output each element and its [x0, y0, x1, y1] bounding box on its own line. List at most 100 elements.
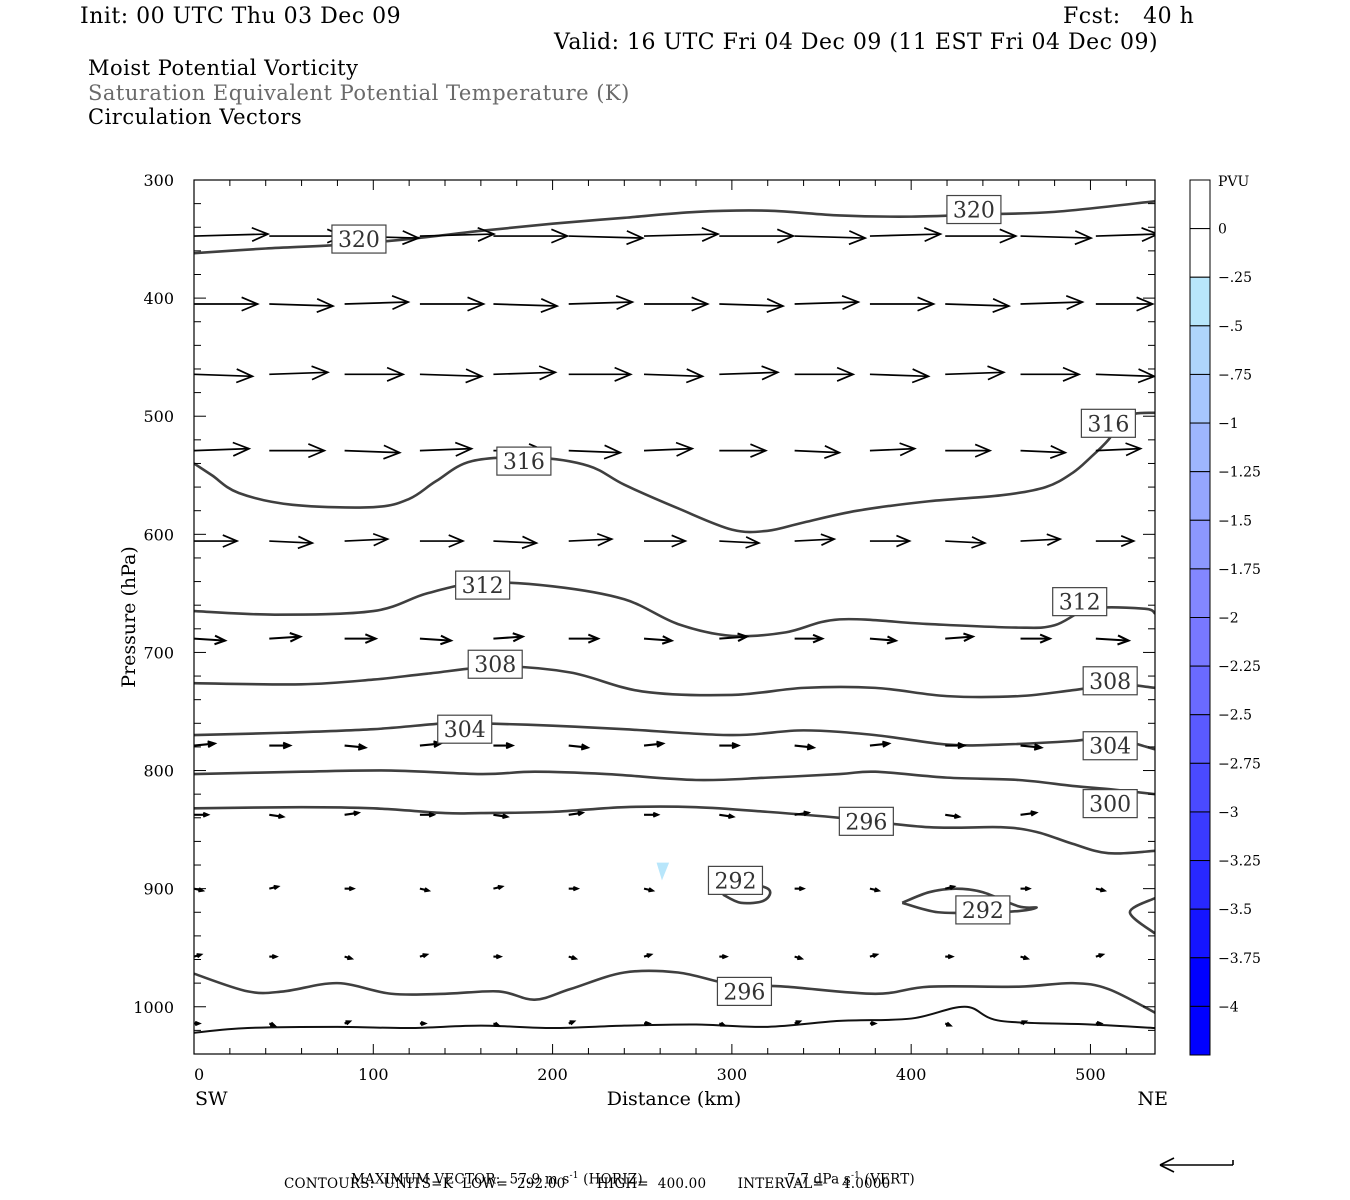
vector-head	[745, 536, 762, 549]
field-title-theta-es: Saturation Equivalent Potential Temperat…	[88, 81, 630, 105]
colorbar-label: −2.5	[1218, 708, 1252, 724]
colorbar-label: −1	[1218, 416, 1239, 432]
vector-head	[241, 296, 260, 312]
vector-head	[1021, 1020, 1029, 1026]
vector-head	[1136, 296, 1155, 312]
circulation-vector	[1020, 366, 1082, 382]
vector-head	[282, 741, 293, 750]
vector-shaft	[1095, 373, 1155, 378]
vector-head	[899, 442, 917, 457]
contour-label-box	[467, 649, 523, 679]
circulation-vector	[794, 743, 817, 751]
circulation-vector	[1095, 953, 1106, 959]
vector-head	[278, 813, 286, 820]
vector-head	[467, 296, 486, 312]
colorbar-label: −1.25	[1218, 465, 1261, 481]
circulation-vector-layer	[194, 226, 1155, 1027]
x-tick-label: 500	[1075, 1065, 1106, 1084]
contour-label: 308	[467, 649, 523, 679]
circulation-vector	[1020, 295, 1085, 311]
circulation-vector	[493, 741, 516, 750]
circulation-vector	[344, 955, 355, 961]
circulation-vector	[869, 1020, 878, 1027]
vector-head	[947, 953, 955, 960]
contour-label-box	[1082, 789, 1138, 819]
contour-label-box	[455, 570, 511, 600]
vector-head	[235, 368, 255, 384]
colorbar-swatch	[1189, 762, 1211, 813]
contour-label-box	[946, 194, 1002, 225]
circulation-vector	[194, 953, 204, 959]
vector-head	[196, 953, 204, 959]
circulation-vector	[869, 368, 931, 384]
contour-label-text: 320	[338, 228, 380, 253]
vector-shaft	[869, 233, 941, 237]
vector-head	[222, 534, 240, 548]
circulation-vector	[794, 445, 842, 459]
vector-head	[465, 368, 485, 384]
vector-shaft	[719, 540, 759, 544]
vector-head	[422, 953, 430, 959]
vector-shaft	[794, 301, 859, 305]
circulation-vector	[344, 886, 356, 892]
pv-shade-region	[868, 935, 904, 947]
circulation-vector	[568, 1020, 577, 1026]
circulation-vector	[719, 443, 768, 458]
circulation-vector	[794, 366, 856, 382]
max-vector-text: MAXIMUM VECTOR: 57.9 m s	[350, 1171, 570, 1187]
circulation-vector	[493, 953, 504, 960]
circulation-vector	[869, 887, 882, 893]
circulation-vector	[644, 811, 661, 818]
colorbar-label: −2	[1218, 611, 1239, 627]
circulation-vector	[644, 534, 688, 548]
x-tick-label: 300	[717, 1065, 748, 1084]
vector-head	[615, 295, 635, 311]
pv-colorbar: PVU 0 −.25 −.5 −.75 −1 −1.25 −1.5 −1.75 −2 −2.25 −2…	[1189, 174, 1261, 1056]
vector-head	[207, 740, 218, 748]
vector-head	[577, 810, 586, 817]
colorbar-swatch	[1189, 228, 1211, 278]
circulation-vector	[945, 632, 976, 643]
circulation-vector	[945, 228, 1018, 244]
circulation-vector	[945, 536, 987, 549]
colorbar-swatch	[1189, 325, 1211, 375]
circulation-vector	[643, 887, 656, 893]
circulation-vector	[269, 953, 279, 960]
vector-head	[675, 441, 695, 457]
vector-shaft	[719, 303, 783, 307]
vector-head	[874, 887, 882, 893]
vector-shaft	[194, 373, 253, 378]
colorbar-label: −1.75	[1218, 562, 1261, 578]
vector-head	[364, 633, 379, 644]
circulation-vector	[719, 953, 729, 960]
vector-head	[803, 810, 812, 817]
circulation-vector	[945, 741, 967, 750]
vector-head	[691, 296, 710, 312]
vector-head	[761, 365, 780, 381]
contour-label-text: 308	[1089, 670, 1131, 695]
circulation-vector	[794, 230, 868, 246]
contour-label: 316	[1080, 408, 1136, 438]
vector-head	[448, 534, 466, 548]
contour-label: 304	[437, 714, 493, 744]
vector-head	[297, 535, 315, 550]
vector-head	[957, 741, 967, 750]
vector-shaft	[945, 540, 985, 544]
contour-label: 292	[707, 865, 764, 895]
x-tick-label: 200	[537, 1065, 568, 1084]
vector-head	[1120, 535, 1136, 548]
contour-label-box	[707, 865, 764, 895]
circulation-vector	[269, 632, 303, 643]
vector-shaft	[869, 373, 929, 378]
vector-head	[820, 533, 837, 546]
x-tick-label: 0	[194, 1065, 204, 1084]
theta-contour-312	[194, 581, 1155, 638]
contour-label-text: 316	[503, 450, 545, 475]
circulation-vector	[344, 1020, 353, 1026]
vector-shaft	[869, 447, 915, 452]
circulation-vector	[643, 441, 695, 457]
vector-head	[1074, 230, 1094, 246]
init-time: Init: 00 UTC Thu 03 Dec 09	[80, 4, 402, 29]
vector-head	[345, 1020, 353, 1026]
circulation-vector	[644, 296, 710, 312]
